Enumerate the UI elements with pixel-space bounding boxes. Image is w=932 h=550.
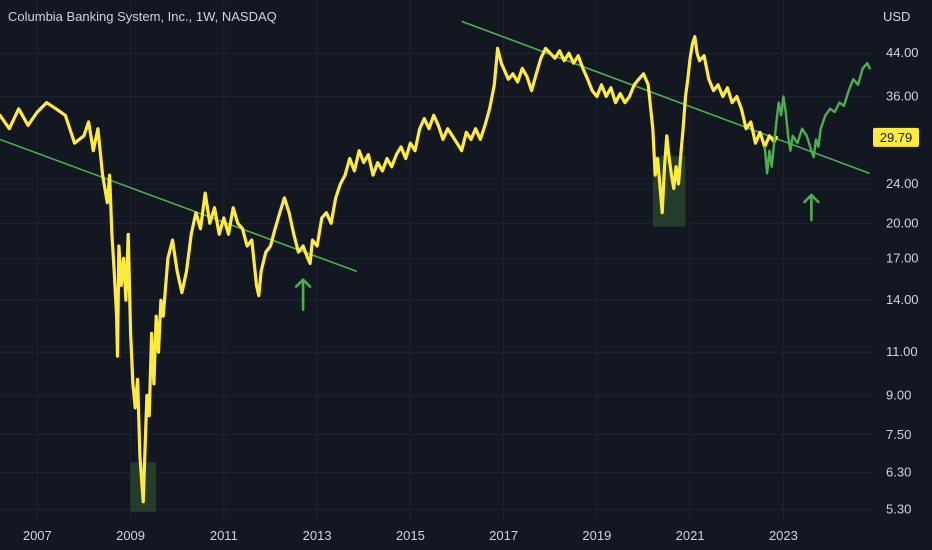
x-tick-label: 2015 <box>396 528 425 543</box>
trendline[interactable] <box>461 20 870 175</box>
up-arrow-head <box>294 278 312 288</box>
time-axis[interactable]: 2007 2009 2011 2013 2015 2017 2019 2021 2023 <box>23 528 798 543</box>
y-tick-label: 5.30 <box>886 502 911 517</box>
last-price-tag: 29.79 <box>873 127 919 147</box>
x-tick-label: 2013 <box>303 528 332 543</box>
x-tick-label: 2011 <box>210 528 238 543</box>
up-arrow-head <box>803 193 820 204</box>
y-tick-label: 9.00 <box>886 387 911 402</box>
currency-label: USD <box>883 9 910 24</box>
x-tick-label: 2009 <box>116 528 145 543</box>
y-tick-label: 36.00 <box>886 88 919 103</box>
y-tick-label: 24.00 <box>886 176 919 191</box>
price-axis[interactable]: 5.30 6.30 7.50 9.00 11.00 14.00 17.00 20.00 24.0… <box>886 45 919 516</box>
price-line-yellow <box>0 35 778 504</box>
last-price-tag-background <box>873 127 919 147</box>
grid <box>0 0 872 520</box>
x-tick-label: 2019 <box>582 528 611 543</box>
price-line-green <box>763 62 871 175</box>
price-series <box>0 35 871 504</box>
last-price-value: 29.79 <box>880 130 913 145</box>
x-tick-label: 2023 <box>769 528 798 543</box>
y-tick-label: 14.00 <box>886 292 919 307</box>
x-tick-label: 2021 <box>676 528 705 543</box>
signal-arrows <box>294 193 820 311</box>
y-tick-label: 44.00 <box>886 45 919 60</box>
y-tick-label: 11.00 <box>886 344 918 359</box>
x-tick-label: 2017 <box>489 528 518 543</box>
up-arrow-icon <box>803 193 820 222</box>
y-tick-label: 7.50 <box>886 427 911 442</box>
up-arrow-icon <box>294 278 312 311</box>
y-tick-label: 17.00 <box>886 250 919 265</box>
chart-title: Columbia Banking System, Inc., 1W, NASDA… <box>8 9 277 24</box>
y-tick-label: 20.00 <box>886 215 919 230</box>
x-tick-label: 2007 <box>23 528 52 543</box>
y-tick-label: 6.30 <box>886 464 911 479</box>
trendline[interactable] <box>0 138 358 273</box>
